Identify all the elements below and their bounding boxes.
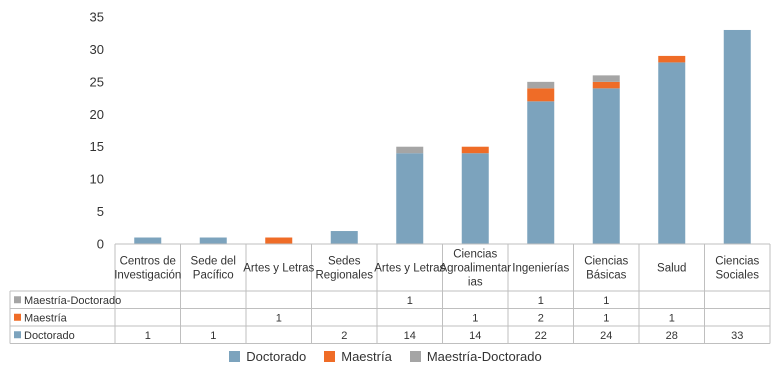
table-legend-key xyxy=(14,313,21,321)
data-label: 2 xyxy=(538,312,544,324)
y-tick-label: 30 xyxy=(90,42,104,57)
legend-label: Maestría xyxy=(341,348,392,364)
bar-segment-doctorado xyxy=(330,231,358,244)
legend-swatch xyxy=(324,350,336,362)
bars xyxy=(134,29,751,245)
data-label: 1 xyxy=(472,312,478,324)
data-label: 24 xyxy=(600,330,612,342)
data-label: 14 xyxy=(404,330,416,342)
x-category-label: Artes y Letras xyxy=(243,263,314,275)
x-category-label: Sociales xyxy=(716,270,760,282)
y-tick-label: 20 xyxy=(90,107,104,122)
bar-segment-maestria xyxy=(461,146,489,154)
y-axis-ticks: 0 5 10 15 20 25 30 35 xyxy=(90,10,104,252)
data-label: 1 xyxy=(603,312,609,324)
table-row-label: Maestría-Doctorado xyxy=(24,295,121,307)
x-category-label: Salud xyxy=(657,263,686,275)
bar-segment-doctorado xyxy=(199,237,227,244)
data-label: 14 xyxy=(469,330,481,342)
x-category-label: Básicas xyxy=(586,270,627,282)
data-label: 1 xyxy=(669,312,675,324)
y-tick-label: 0 xyxy=(97,237,104,252)
table-row-label: Maestría xyxy=(24,312,68,324)
data-table: Centros de Investigación Sede del Pacífico A… xyxy=(9,243,771,344)
bar-segment-maestria_doctorado xyxy=(396,146,424,154)
legend-item: Doctorado xyxy=(229,349,306,364)
bar-segment-doctorado xyxy=(134,237,162,244)
x-category-label: Centros de xyxy=(120,256,176,268)
bar-segment-maestria xyxy=(527,88,555,102)
data-label: 1 xyxy=(276,312,282,324)
data-label: 1 xyxy=(210,330,216,342)
x-category-label: Regionales xyxy=(315,270,373,282)
bar-segment-doctorado xyxy=(527,101,555,244)
bar-segment-doctorado xyxy=(723,29,751,244)
bar-segment-maestria xyxy=(265,237,293,244)
x-category-label: Agroalimentar xyxy=(439,263,511,275)
x-category-label: Ciencias xyxy=(584,256,628,268)
data-label: 33 xyxy=(731,330,743,342)
bar-segment-doctorado xyxy=(658,62,686,245)
legend-swatch xyxy=(229,350,241,362)
bar-segment-maestria_doctorado xyxy=(592,75,620,82)
bar-segment-doctorado xyxy=(396,153,424,244)
x-category-label: ias xyxy=(468,277,483,289)
x-category-label: Pacífico xyxy=(193,270,234,282)
bar-segment-doctorado xyxy=(461,153,489,244)
table-row-label: Doctorado xyxy=(24,330,75,342)
data-label: 1 xyxy=(145,330,151,342)
bar-segment-maestria xyxy=(592,81,620,89)
x-category-label: Sede del xyxy=(191,256,236,268)
legend-item: Maestría xyxy=(324,349,392,364)
data-label: 2 xyxy=(341,330,347,342)
x-category-label: Artes y Letras xyxy=(374,263,445,275)
x-category-label: Ciencias xyxy=(715,256,759,268)
bar-segment-doctorado xyxy=(592,88,620,244)
legend-item: Maestría-Doctorado xyxy=(409,348,542,364)
y-tick-label: 10 xyxy=(90,172,104,187)
y-tick-label: 5 xyxy=(97,204,104,219)
table-legend-key xyxy=(14,296,21,304)
data-label: 1 xyxy=(407,295,413,307)
y-tick-label: 35 xyxy=(90,10,104,25)
y-tick-label: 15 xyxy=(90,139,104,154)
x-category-label: Investigación xyxy=(114,270,181,282)
legend-swatch xyxy=(409,350,421,362)
bar-segment-maestria xyxy=(658,55,686,63)
data-label: 1 xyxy=(603,295,609,307)
data-label: 22 xyxy=(535,330,547,342)
bar-segment-maestria_doctorado xyxy=(527,81,555,89)
x-category-label: Ciencias xyxy=(453,249,497,261)
legend-label: Maestría-Doctorado xyxy=(426,348,542,364)
x-category-label: Sedes xyxy=(328,256,361,268)
data-label: 28 xyxy=(666,330,678,342)
chart-legend: Doctorado Maestría Maestría-Doctorado xyxy=(0,346,771,366)
y-tick-label: 25 xyxy=(90,74,104,89)
x-category-label: Ingenierías xyxy=(512,263,569,275)
legend-label: Doctorado xyxy=(246,348,307,364)
data-label: 1 xyxy=(538,295,544,307)
table-legend-key xyxy=(14,331,21,339)
